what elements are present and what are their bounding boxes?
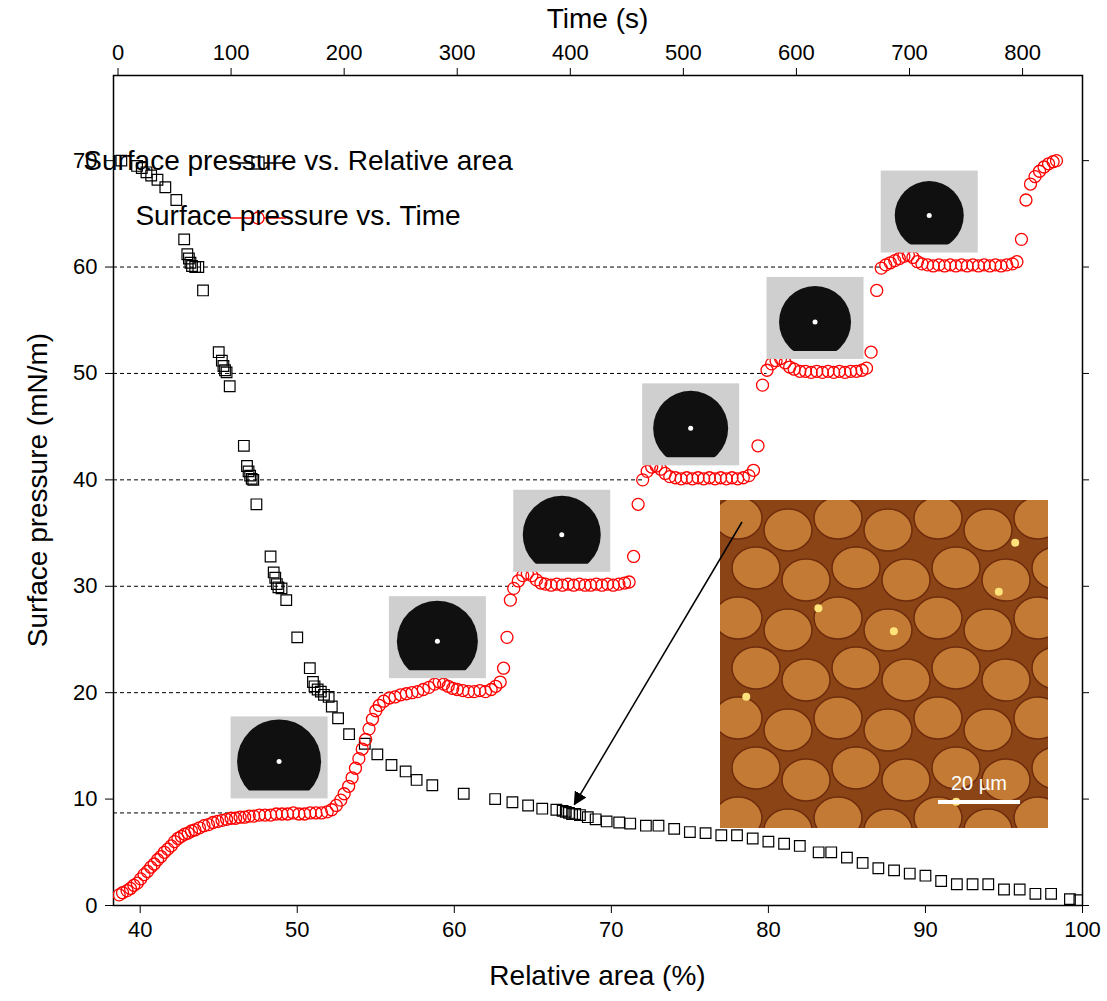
- svg-text:Time (s): Time (s): [547, 3, 649, 34]
- svg-text:200: 200: [326, 40, 363, 65]
- svg-text:0: 0: [85, 893, 97, 918]
- svg-text:600: 600: [778, 40, 815, 65]
- svg-text:50: 50: [285, 917, 309, 942]
- svg-text:70: 70: [599, 917, 623, 942]
- svg-text:100: 100: [1064, 917, 1101, 942]
- svg-text:Surface pressure vs. Relative: Surface pressure vs. Relative area: [83, 145, 513, 176]
- svg-text:500: 500: [665, 40, 702, 65]
- svg-text:10: 10: [73, 786, 97, 811]
- svg-text:80: 80: [756, 917, 780, 942]
- svg-text:90: 90: [913, 917, 937, 942]
- svg-text:300: 300: [439, 40, 476, 65]
- svg-text:700: 700: [891, 40, 928, 65]
- svg-text:800: 800: [1004, 40, 1041, 65]
- svg-text:400: 400: [552, 40, 589, 65]
- svg-text:70: 70: [73, 148, 97, 173]
- svg-text:Surface pressure vs. Time: Surface pressure vs. Time: [135, 200, 460, 231]
- svg-text:Relative area (%): Relative area (%): [489, 960, 705, 991]
- svg-text:0: 0: [112, 40, 124, 65]
- svg-text:60: 60: [73, 254, 97, 279]
- svg-text:40: 40: [73, 467, 97, 492]
- svg-text:50: 50: [73, 360, 97, 385]
- svg-text:20 µm: 20 µm: [951, 772, 1007, 794]
- svg-text:Surface pressure (mN/m): Surface pressure (mN/m): [22, 333, 53, 647]
- svg-text:30: 30: [73, 573, 97, 598]
- svg-text:40: 40: [128, 917, 152, 942]
- svg-text:20: 20: [73, 680, 97, 705]
- svg-text:60: 60: [442, 917, 466, 942]
- svg-text:100: 100: [213, 40, 250, 65]
